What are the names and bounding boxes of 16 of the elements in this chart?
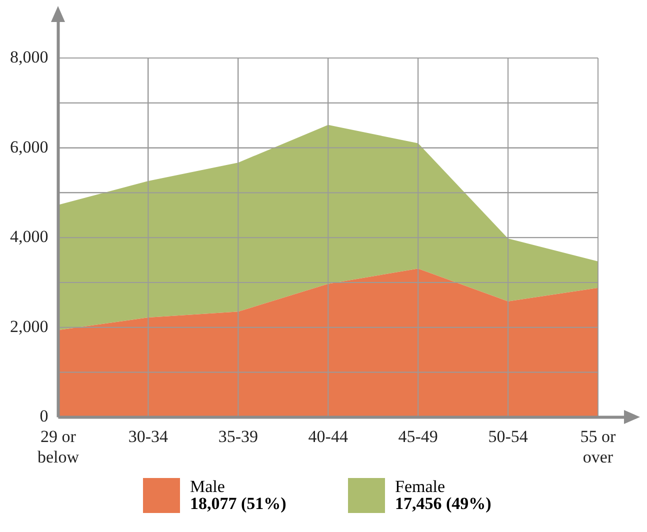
x-tick-label: 45-49 xyxy=(398,426,438,446)
legend-label: Female xyxy=(395,477,446,496)
x-tick-label: 50-54 xyxy=(488,426,528,446)
x-tick-label: 29 or below xyxy=(37,426,80,466)
y-tick-label: 6,000 xyxy=(10,137,48,156)
text: 17,456 (49%) xyxy=(395,494,492,513)
x-tick-label: 40-44 xyxy=(308,426,348,446)
x-tick-label: 35-39 xyxy=(218,426,258,446)
text: 18,077 (51%) xyxy=(190,494,286,513)
y-tick-label: 4,000 xyxy=(10,227,48,246)
y-tick-label: 8,000 xyxy=(10,47,48,66)
x-tick-label: 55 or over xyxy=(580,426,616,466)
y-tick-label: 2,000 xyxy=(10,316,48,336)
legend-label: Male xyxy=(190,477,226,496)
y-tick-label: 0 xyxy=(40,406,48,426)
x-tick-label: 30-34 xyxy=(128,426,169,446)
